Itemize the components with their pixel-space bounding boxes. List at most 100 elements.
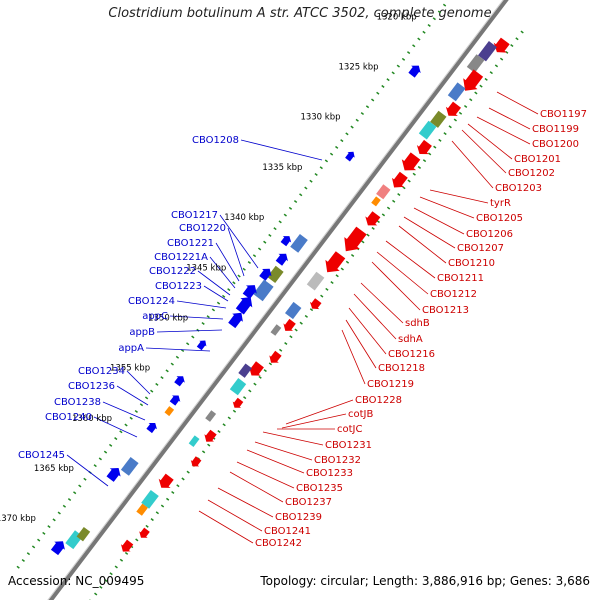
- ruler-tick-label: 1365 kbp: [34, 464, 74, 474]
- gene-glyph-forward-54: [50, 541, 65, 556]
- ruler-tick-label: 1335 kbp: [262, 163, 302, 173]
- genome-backbone: [48, 0, 509, 600]
- leader-line-right: [341, 329, 366, 385]
- leader-line-right: [488, 107, 531, 130]
- gene-label-right: CBO1213: [422, 305, 469, 316]
- gene-label-right: CBO1228: [355, 395, 402, 406]
- gene-glyph-feature-55: [76, 527, 91, 542]
- gene-glyph-reverse-22: [248, 361, 264, 376]
- leader-line-left: [126, 370, 151, 395]
- leader-line-right: [348, 307, 387, 355]
- gene-label-right: tyrR: [490, 198, 511, 209]
- leader-line-right: [413, 207, 465, 235]
- gene-label-left: appA: [118, 343, 144, 354]
- gene-label-right: CBO1216: [388, 349, 435, 360]
- gene-glyph-feature-16: [306, 271, 325, 291]
- gene-label-left: appC: [142, 311, 168, 322]
- gene-label-left: CBO1240: [45, 412, 92, 423]
- gene-label-right: CBO1206: [466, 229, 513, 240]
- gene-glyph-reverse-15: [325, 251, 346, 273]
- leader-line-left: [66, 454, 109, 487]
- leader-line-left: [169, 315, 224, 320]
- gene-label-right: CBO1219: [367, 379, 414, 390]
- ruler-tick-label: 1350 kbp: [148, 313, 188, 323]
- gene-glyph-reverse-34: [121, 539, 134, 552]
- gene-glyph-feature-24: [229, 378, 247, 396]
- gene-label-right: CBO1218: [378, 363, 425, 374]
- gene-glyph-forward-45: [228, 312, 243, 329]
- gene-glyph-forward-39: [275, 253, 288, 266]
- gene-label-right: sdhB: [405, 318, 430, 329]
- ruler-tick-label: 1325 kbp: [339, 63, 379, 73]
- gene-label-left: CBO1234: [78, 366, 125, 377]
- leader-line-right: [285, 399, 354, 425]
- gene-label-left: CBO1245: [18, 450, 65, 461]
- leader-line-left: [240, 139, 323, 161]
- gene-glyph-feature-18: [285, 301, 302, 320]
- leader-line-right: [353, 293, 397, 340]
- leader-line-right: [496, 91, 539, 115]
- leader-line-left: [102, 401, 146, 421]
- gene-glyph-feature-23: [238, 363, 252, 378]
- ruler-tick-label: 1370 kbp: [0, 514, 36, 524]
- gene-label-right: CBO1203: [495, 183, 542, 194]
- gene-glyph-forward-48: [169, 395, 181, 406]
- gene-label-right: cotJB: [348, 409, 373, 420]
- gene-glyph-forward-47: [174, 376, 185, 387]
- gene-glyph-reverse-25: [232, 397, 244, 408]
- gene-label-left: CBO1236: [68, 381, 115, 392]
- leader-line-right: [429, 189, 489, 204]
- gene-glyph-feature-37: [290, 234, 308, 253]
- gene-label-left: CBO1238: [54, 397, 101, 408]
- gene-label-right: CBO1233: [306, 468, 353, 479]
- gene-glyph-reverse-5: [445, 101, 461, 116]
- leader-line-right: [229, 471, 284, 503]
- genome-backbone-highlight: [47, 0, 504, 600]
- gene-label-right: CBO1210: [448, 258, 495, 269]
- gene-glyph-reverse-3: [463, 69, 484, 91]
- leader-line-right: [281, 413, 347, 429]
- gene-glyph-forward-52: [106, 468, 121, 482]
- gene-label-right: CBO1202: [508, 168, 555, 179]
- gene-label-left: CBO1217: [171, 210, 218, 221]
- gene-glyph-forward-44: [235, 297, 253, 315]
- gene-label-right: CBO1241: [264, 526, 311, 537]
- gene-glyph-feature-31: [141, 490, 159, 509]
- gene-glyph-reverse-13: [365, 211, 381, 226]
- gene-glyph-reverse-21: [269, 350, 282, 363]
- gene-label-right: CBO1212: [430, 289, 477, 300]
- gene-glyph-feature-20: [270, 324, 282, 336]
- gene-label-right: CBO1205: [476, 213, 523, 224]
- gene-glyph-reverse-9: [401, 152, 421, 171]
- leader-line-left: [116, 385, 149, 406]
- ruler-tick-label: 1340 kbp: [224, 213, 264, 223]
- gene-label-left: CBO1208: [192, 135, 239, 146]
- leader-line-right: [360, 282, 404, 324]
- leader-line-right: [403, 216, 456, 249]
- gene-label-right: CBO1237: [285, 497, 332, 508]
- leader-line-right: [398, 225, 447, 264]
- gene-glyph-feature-32: [136, 503, 148, 516]
- leader-line-right: [376, 251, 429, 295]
- map-title: Clostridium botulinum A str. ATCC 3502, …: [108, 6, 492, 21]
- gene-label-left: CBO1221: [167, 238, 214, 249]
- gene-glyph-forward-41: [259, 268, 272, 281]
- leader-line-left: [176, 300, 227, 309]
- gene-label-right: CBO1211: [437, 273, 484, 284]
- gene-label-right: CBO1235: [296, 483, 343, 494]
- gene-glyph-forward-43: [242, 285, 257, 299]
- leader-line-right: [476, 116, 531, 145]
- gene-label-right: CBO1239: [275, 512, 322, 523]
- leader-line-right: [236, 461, 295, 489]
- gene-glyph-feature-51: [120, 457, 139, 476]
- leader-line-left: [145, 347, 211, 352]
- leader-line-right: [217, 487, 274, 518]
- gene-glyph-feature-4: [447, 82, 466, 102]
- ruler-tick-label: 1320 kbp: [377, 12, 417, 22]
- gene-glyph-forward-36: [345, 151, 355, 162]
- gene-label-right: cotJC: [337, 424, 362, 435]
- ruler-tick-label: 1330 kbp: [300, 113, 340, 123]
- gene-label-right: CBO1232: [314, 455, 361, 466]
- gene-glyph-forward-46: [196, 340, 207, 351]
